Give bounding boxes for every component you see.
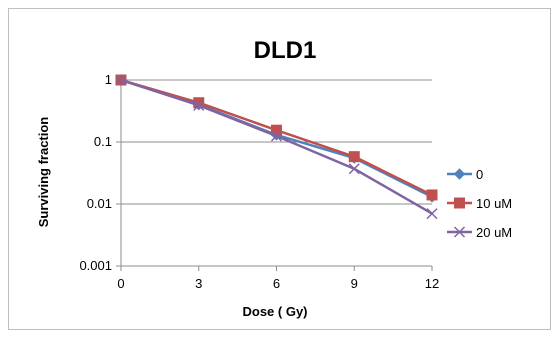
y-tick-label: 0.01 bbox=[87, 196, 112, 211]
legend-label: 0 bbox=[476, 167, 483, 182]
marker-stroke bbox=[115, 74, 127, 86]
marker-stroke bbox=[270, 130, 283, 142]
data-point bbox=[348, 163, 360, 175]
x-tick-label: 9 bbox=[351, 276, 358, 291]
series-line bbox=[120, 78, 433, 215]
x-tick-label: 3 bbox=[195, 276, 202, 291]
legend-marker bbox=[453, 226, 466, 238]
gridlines bbox=[121, 79, 432, 205]
legend-label: 20 uM bbox=[476, 225, 512, 240]
chart-frame bbox=[8, 8, 551, 330]
x-tick-label: 6 bbox=[273, 276, 280, 291]
legend-item: 0 bbox=[447, 167, 483, 182]
data-point bbox=[426, 208, 438, 220]
y-axis-label: Surviving fraction bbox=[36, 117, 51, 228]
series-group bbox=[115, 74, 438, 220]
x-tick-labels: 0 3 6 9 12 bbox=[117, 276, 439, 291]
data-point bbox=[193, 99, 205, 111]
series-2 bbox=[115, 74, 438, 220]
data-point bbox=[115, 74, 127, 86]
y-tick-label: 1 bbox=[105, 72, 112, 87]
legend-marker bbox=[454, 197, 465, 209]
x-tick-label: 0 bbox=[117, 276, 124, 291]
legend-item: 20 uM bbox=[447, 225, 512, 240]
axes bbox=[116, 79, 433, 271]
x-axis-label: Dose ( Gy) bbox=[242, 304, 307, 319]
y-tick-labels: 1 0.1 0.01 0.001 bbox=[79, 72, 112, 273]
data-point bbox=[270, 130, 283, 142]
marker-stroke bbox=[453, 226, 466, 238]
marker-stroke bbox=[348, 163, 360, 175]
y-tick-label: 0.1 bbox=[94, 134, 112, 149]
data-point bbox=[348, 151, 360, 163]
legend-label: 10 uM bbox=[476, 196, 512, 211]
legend: 0 10 uM 20 uM bbox=[447, 167, 512, 240]
chart-title: DLD1 bbox=[254, 37, 317, 64]
x-tick-label: 12 bbox=[425, 276, 439, 291]
legend-item: 10 uM bbox=[447, 196, 512, 211]
y-tick-label: 0.001 bbox=[79, 258, 112, 273]
data-point bbox=[426, 189, 438, 201]
legend-marker bbox=[453, 168, 466, 180]
marker-stroke bbox=[193, 99, 205, 111]
marker-stroke bbox=[426, 208, 438, 220]
